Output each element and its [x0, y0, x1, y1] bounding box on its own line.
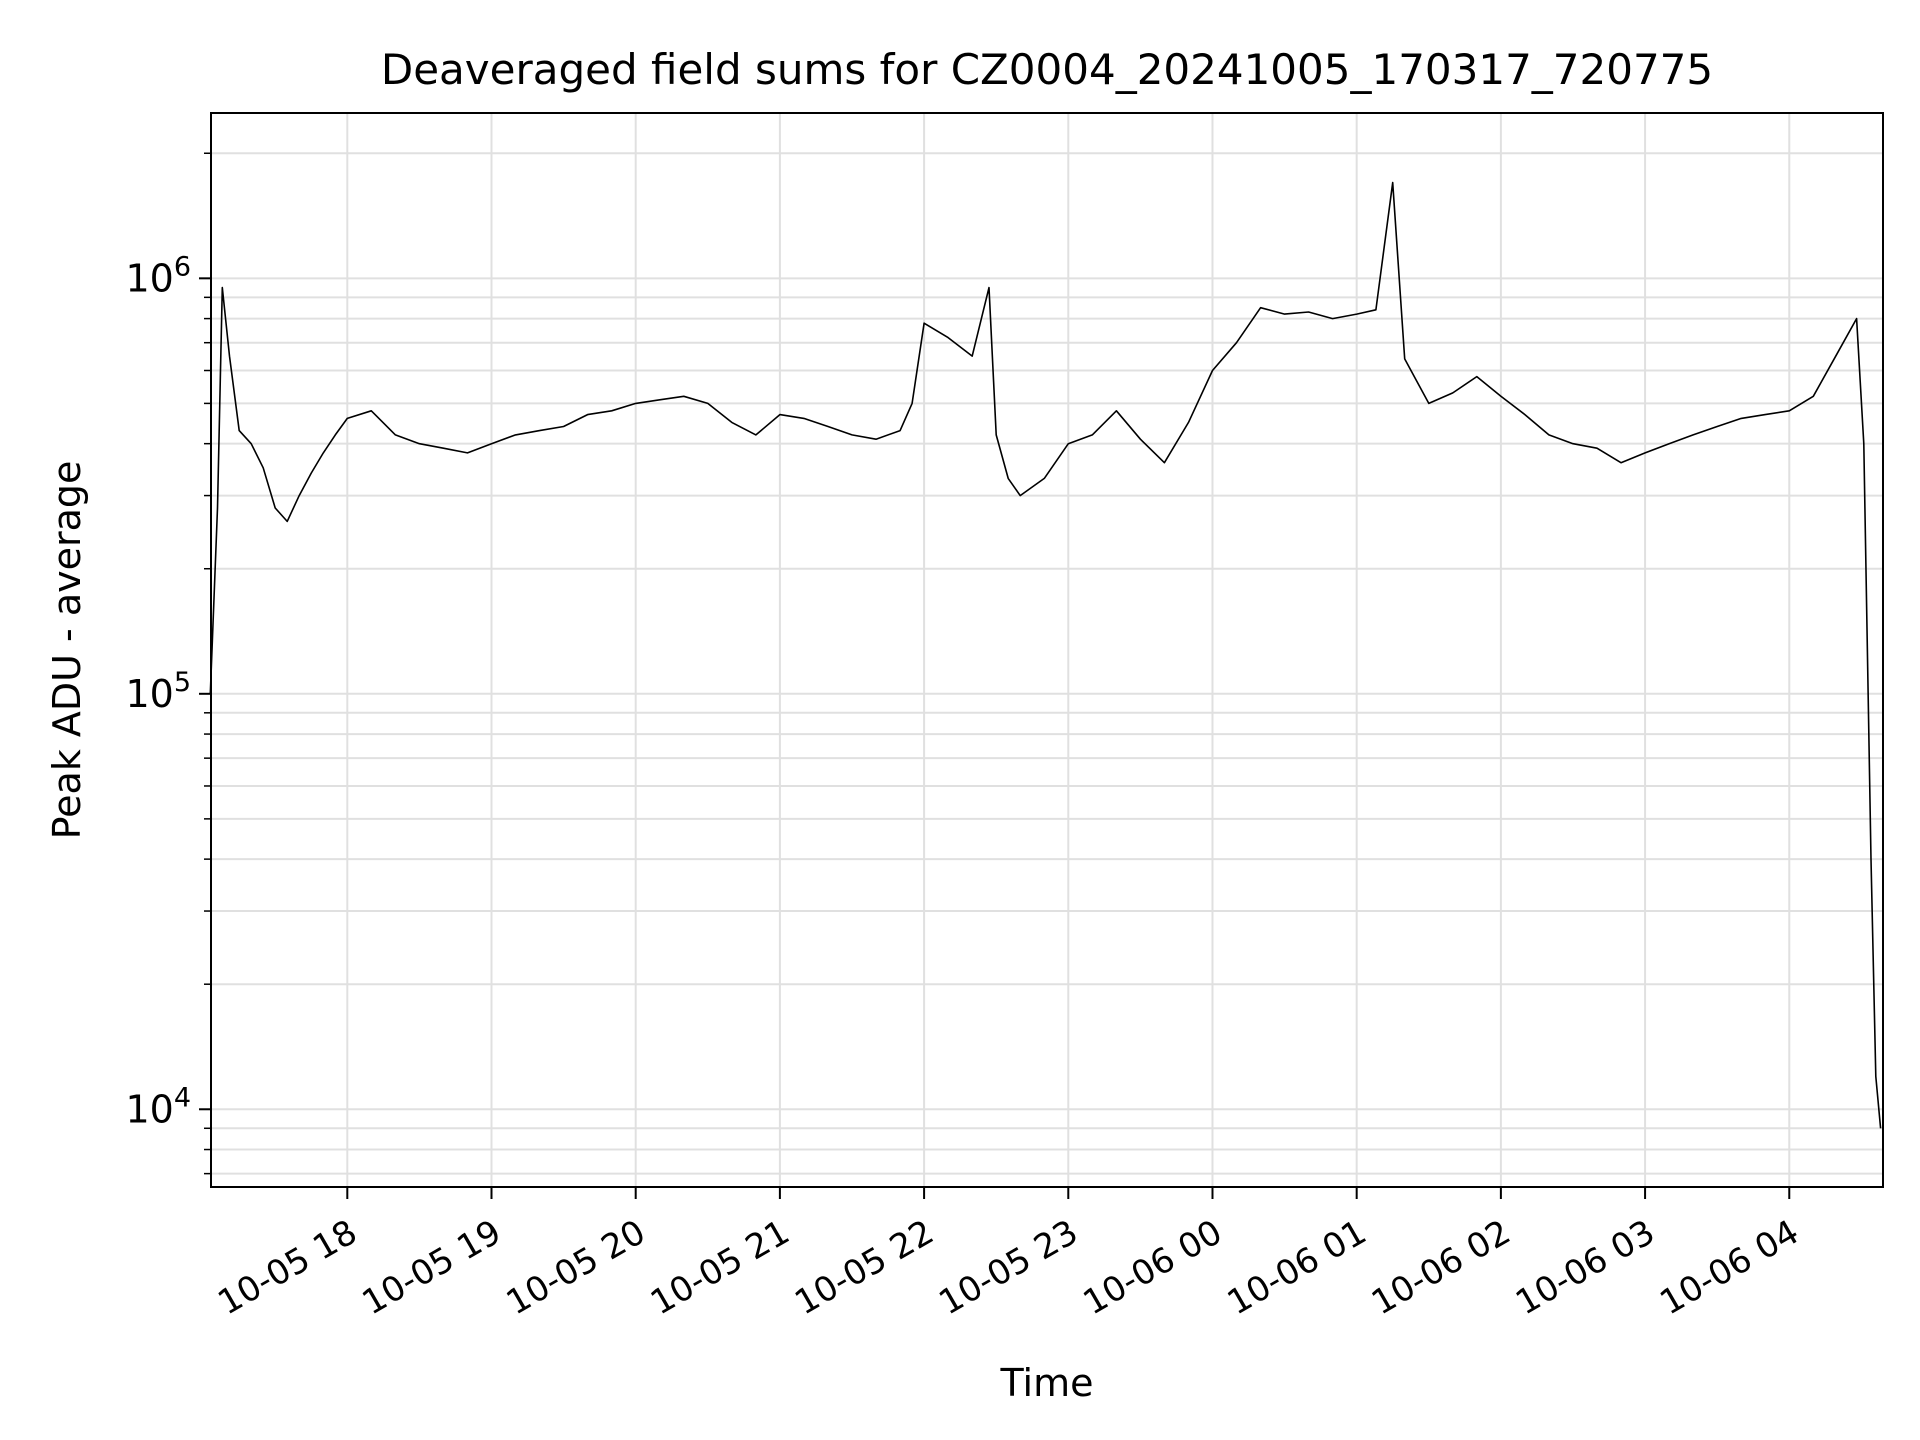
plot-frame [210, 112, 1884, 1188]
series-layer [209, 181, 1882, 1129]
y-tick-base: 10 [125, 256, 173, 300]
series-line [209, 181, 1882, 1129]
y-tick-label: 105 [125, 667, 191, 716]
y-tick-base: 10 [125, 672, 173, 716]
grid-lines [211, 113, 1883, 1187]
y-tick-base: 10 [125, 1087, 173, 1131]
y-tick-label: 106 [125, 251, 191, 300]
y-tick-exponent: 5 [174, 667, 191, 698]
y-axis-label: Peak ADU - average [45, 461, 89, 840]
y-tick-label: 104 [125, 1082, 191, 1131]
chart-title: Deaveraged field sums for CZ0004_2024100… [381, 45, 1713, 94]
y-tick-exponent: 4 [174, 1082, 191, 1113]
x-axis-label: Time [1000, 1361, 1094, 1405]
y-tick-exponent: 6 [174, 251, 191, 282]
